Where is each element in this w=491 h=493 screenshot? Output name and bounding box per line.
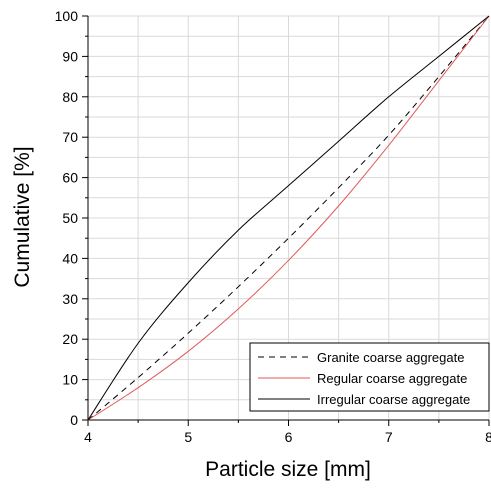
x-tick-label: 8 bbox=[485, 429, 491, 445]
legend-label: Regular coarse aggregate bbox=[317, 371, 467, 386]
x-tick-label: 4 bbox=[84, 429, 92, 445]
y-tick-label: 70 bbox=[62, 129, 78, 145]
x-axis-label: Particle size [mm] bbox=[205, 458, 371, 481]
y-tick-label: 60 bbox=[62, 170, 78, 186]
legend-label: Granite coarse aggregate bbox=[317, 350, 464, 365]
y-tick-label: 50 bbox=[62, 210, 78, 226]
x-tick-label: 7 bbox=[385, 429, 393, 445]
y-tick-label: 20 bbox=[62, 331, 78, 347]
y-tick-label: 100 bbox=[55, 8, 79, 24]
series-line-3 bbox=[87, 15, 490, 421]
y-tick-label: 80 bbox=[62, 89, 78, 105]
y-tick-label: 90 bbox=[62, 48, 78, 64]
y-axis-label: Cumulative [%] bbox=[11, 146, 34, 287]
y-tick-label: 30 bbox=[62, 291, 78, 307]
legend-label: Irregular coarse aggregate bbox=[317, 392, 470, 407]
y-tick-label: 40 bbox=[62, 250, 78, 266]
legend-box bbox=[249, 342, 490, 412]
axes bbox=[82, 15, 490, 426]
y-tick-label: 10 bbox=[62, 372, 78, 388]
series-lines bbox=[87, 15, 490, 421]
y-tick-label: 0 bbox=[70, 412, 78, 428]
legend: Granite coarse aggregate Regular coarse a… bbox=[249, 342, 490, 412]
series-line-2 bbox=[87, 15, 490, 421]
x-tick-label: 5 bbox=[184, 429, 192, 445]
x-tick-label: 6 bbox=[285, 429, 293, 445]
